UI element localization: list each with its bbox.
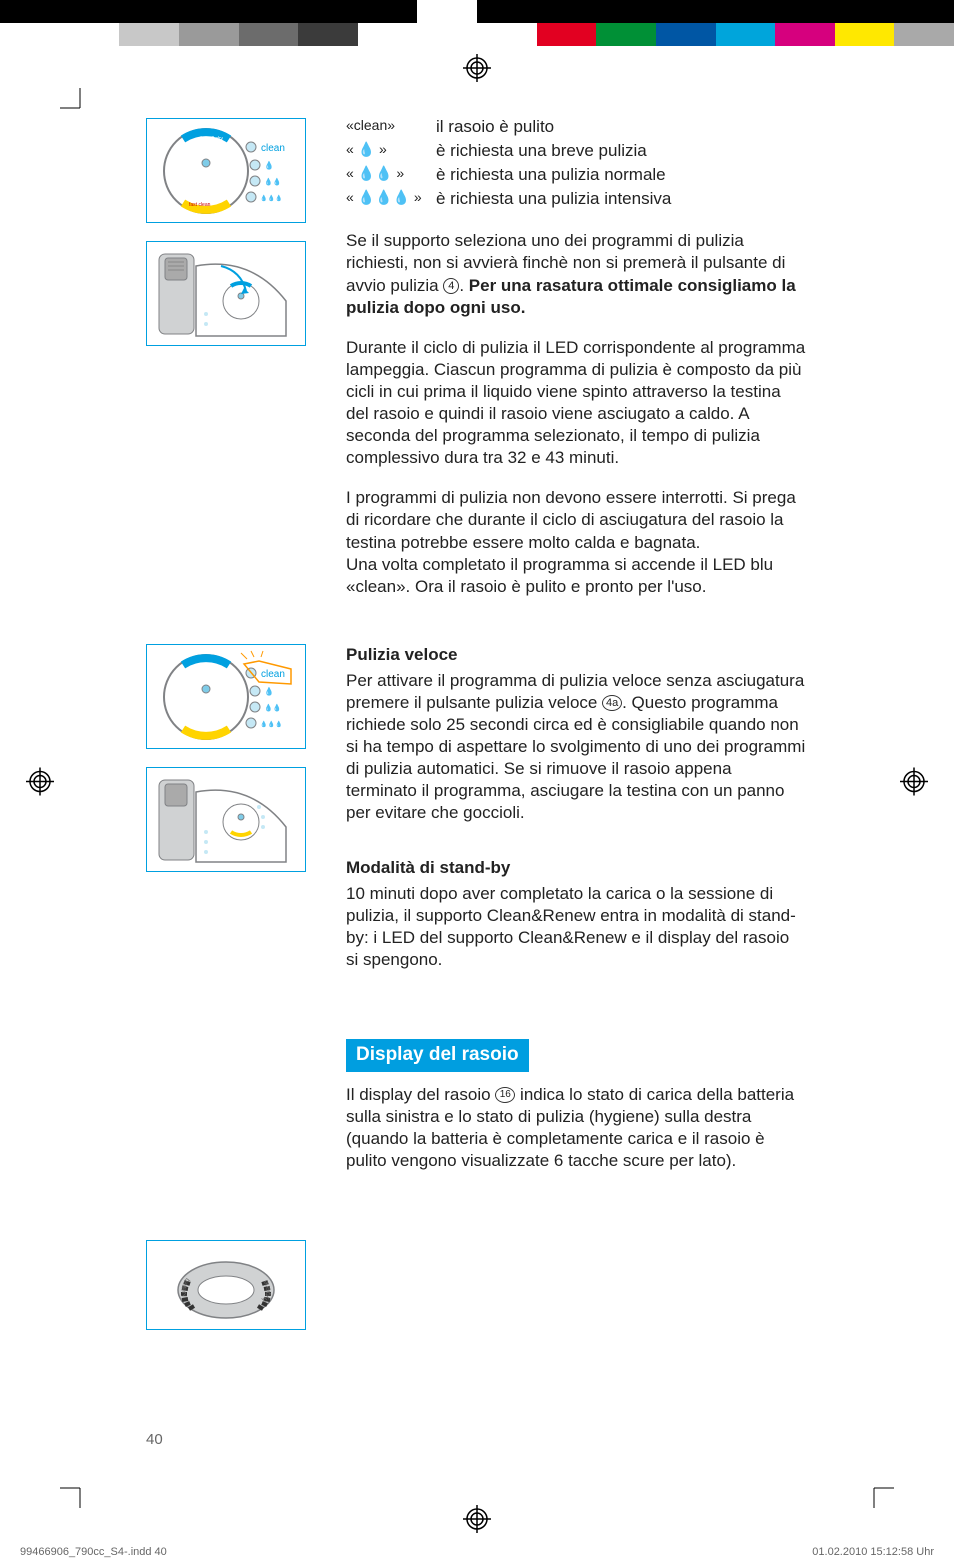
status-description: il rasoio è pulito <box>436 116 806 138</box>
printer-color-bars <box>0 0 954 46</box>
color-bar <box>894 0 954 23</box>
svg-text:💧💧: 💧💧 <box>264 177 281 186</box>
svg-text:clean: clean <box>261 669 285 680</box>
color-bar <box>119 0 179 23</box>
color-bar <box>0 0 60 23</box>
color-bar <box>656 0 716 23</box>
svg-text:💧💧💧: 💧💧💧 <box>260 720 282 728</box>
page-number: 40 <box>146 1431 163 1448</box>
color-bar <box>179 23 239 46</box>
svg-text:clean: clean <box>261 143 285 154</box>
diagram-display-gauge: battery hygiene <box>146 1240 306 1330</box>
text: . Questo programma richiede solo 25 seco… <box>346 693 805 822</box>
svg-text:💧: 💧 <box>264 686 274 696</box>
text: Il display del rasoio <box>346 1085 495 1104</box>
color-bar <box>0 23 60 46</box>
color-bar <box>477 0 537 23</box>
color-bar <box>298 23 358 46</box>
color-bar <box>835 0 895 23</box>
status-symbol: « 💧💧 » <box>346 164 436 186</box>
crop-mark-br <box>864 1478 894 1508</box>
color-bar <box>656 23 716 46</box>
button-ref-4: 4 <box>443 278 459 294</box>
status-description: è richiesta una breve pulizia <box>436 140 806 162</box>
registration-mark-right <box>900 768 928 801</box>
paragraph-no-interrupt: I programmi di pulizia non devono essere… <box>346 487 806 597</box>
color-bar <box>417 23 477 46</box>
text: Una volta completato il programma si acc… <box>346 555 773 596</box>
color-bar <box>835 23 895 46</box>
diagram-clean-dial-2: clean 💧 💧💧 💧💧💧 <box>146 644 306 749</box>
color-bar <box>60 23 120 46</box>
color-bar <box>775 23 835 46</box>
color-bar <box>358 23 418 46</box>
part-ref-16: 16 <box>495 1087 515 1103</box>
footer-filename: 99466906_790cc_S4-.indd 40 <box>20 1546 167 1558</box>
color-bar <box>716 0 776 23</box>
status-symbol: « 💧💧💧 » <box>346 188 436 210</box>
footer-timestamp: 01.02.2010 15:12:58 Uhr <box>812 1546 934 1558</box>
color-bar <box>537 0 597 23</box>
fast-clean-heading: Pulizia veloce <box>346 644 806 666</box>
paragraph-start-program: Se il supporto seleziona uno dei program… <box>346 230 806 318</box>
svg-text:💧: 💧 <box>264 160 274 170</box>
svg-text:💧💧💧: 💧💧💧 <box>260 194 282 202</box>
color-bar <box>179 0 239 23</box>
color-bar <box>537 23 597 46</box>
color-bar <box>894 23 954 46</box>
paragraph-standby: 10 minuti dopo aver completato la carica… <box>346 883 806 971</box>
text: I programmi di pulizia non devono essere… <box>346 488 796 551</box>
diagram-clean-dial-1: clean & dry fast clean clean 💧 💧💧 💧💧💧 <box>146 118 306 223</box>
status-row: «clean»il rasoio è pulito <box>346 116 806 138</box>
page-content: clean & dry fast clean clean 💧 💧💧 💧💧💧 <box>86 88 836 1468</box>
color-bar <box>239 0 299 23</box>
color-bar <box>358 0 418 23</box>
text: . <box>459 276 468 295</box>
status-row: « 💧 »è richiesta una breve pulizia <box>346 140 806 162</box>
color-bar <box>596 23 656 46</box>
standby-heading: Modalità di stand-by <box>346 857 806 879</box>
color-bar <box>239 23 299 46</box>
diagram-shaver-dock-1 <box>146 241 306 346</box>
crop-mark-bl <box>60 1478 90 1508</box>
paragraph-display: Il display del rasoio 16 indica lo stato… <box>346 1084 806 1172</box>
registration-mark-left <box>26 768 54 801</box>
svg-text:fast clean: fast clean <box>189 202 211 208</box>
status-description: è richiesta una pulizia normale <box>436 164 806 186</box>
color-bar <box>596 0 656 23</box>
registration-mark-bottom <box>463 1505 491 1538</box>
svg-text:clean & dry: clean & dry <box>198 136 224 142</box>
text-column: «clean»il rasoio è pulito« 💧 »è richiest… <box>346 116 806 1190</box>
paragraph-fast-clean: Per attivare il programma di pulizia vel… <box>346 670 806 825</box>
paragraph-led-cycle: Durante il ciclo di pulizia il LED corri… <box>346 337 806 470</box>
status-symbol: «clean» <box>346 116 436 138</box>
color-bar <box>298 0 358 23</box>
color-bar <box>716 23 776 46</box>
display-section-header: Display del rasoio <box>346 1039 529 1072</box>
color-bar <box>477 23 537 46</box>
color-bar <box>60 0 120 23</box>
svg-text:💧💧: 💧💧 <box>264 703 281 712</box>
status-row: « 💧💧💧 »è richiesta una pulizia intensiva <box>346 188 806 210</box>
status-row: « 💧💧 »è richiesta una pulizia normale <box>346 164 806 186</box>
registration-mark-top <box>463 54 491 87</box>
color-bar <box>775 0 835 23</box>
color-bar <box>119 23 179 46</box>
status-legend: «clean»il rasoio è pulito« 💧 »è richiest… <box>346 116 806 210</box>
status-description: è richiesta una pulizia intensiva <box>436 188 806 210</box>
footer: 99466906_790cc_S4-.indd 40 01.02.2010 15… <box>20 1546 934 1558</box>
diagram-shaver-dock-2 <box>146 767 306 872</box>
diagram-column: clean & dry fast clean clean 💧 💧💧 💧💧💧 <box>146 118 306 1348</box>
button-ref-4a: 4a <box>602 695 622 711</box>
color-bar <box>417 0 477 23</box>
status-symbol: « 💧 » <box>346 140 436 162</box>
